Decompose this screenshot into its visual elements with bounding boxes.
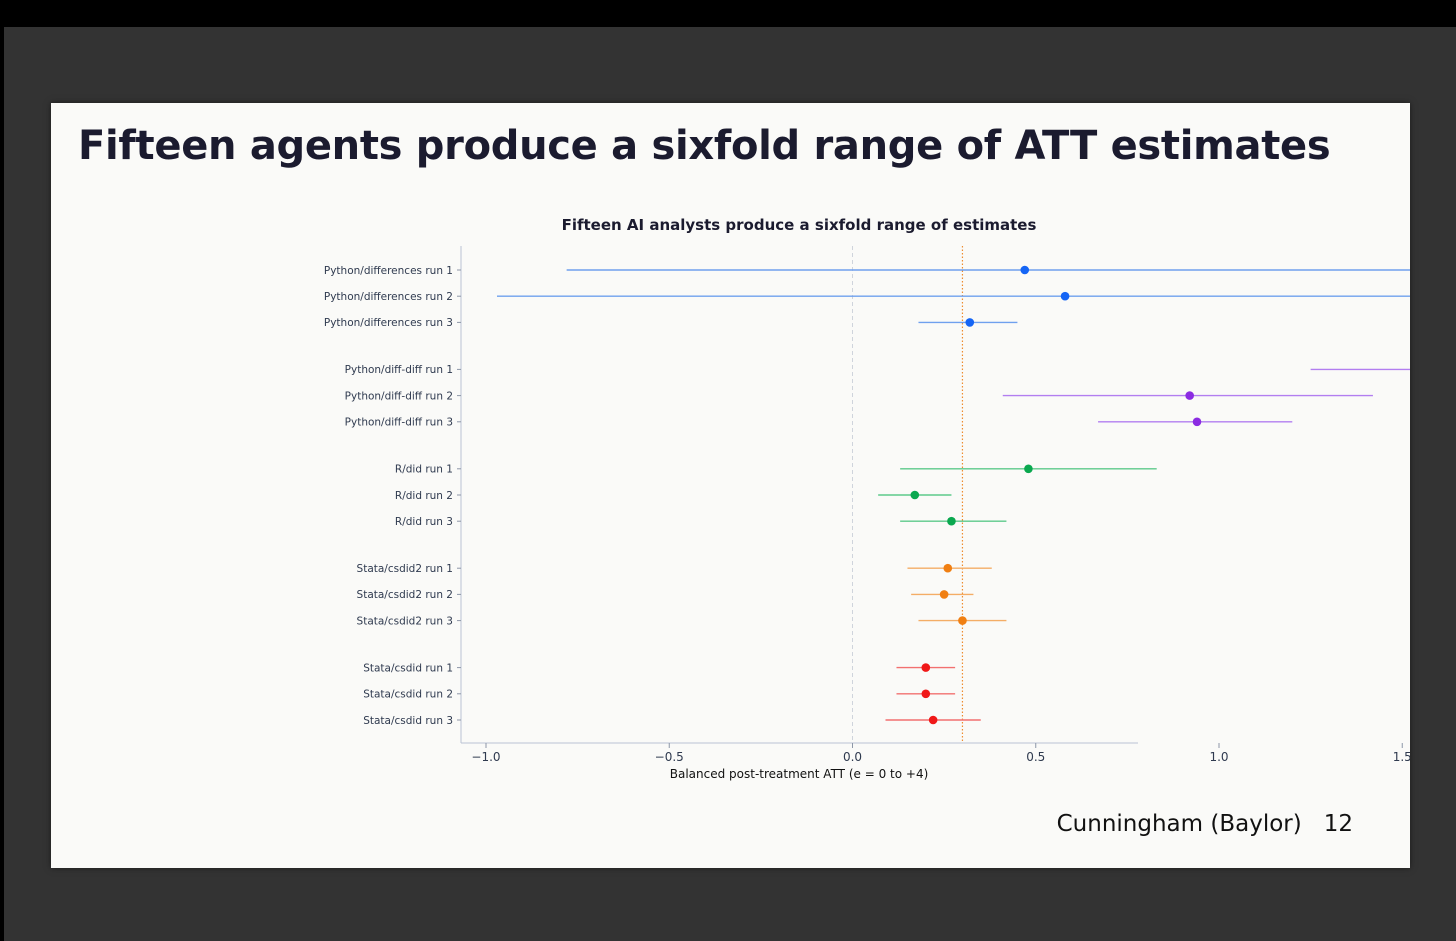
point-estimate xyxy=(921,689,931,699)
footer-author: Cunningham (Baylor) xyxy=(1056,811,1302,837)
window-left-edge xyxy=(0,27,4,941)
x-tick-label: −1.0 xyxy=(471,750,500,764)
point-estimate xyxy=(1060,291,1070,301)
slide-footer: Cunningham (Baylor) 12 xyxy=(1057,811,1353,837)
y-tick-label: Python/differences run 2 xyxy=(324,291,453,303)
point-estimate xyxy=(947,516,956,526)
chart-title: Fifteen AI analysts produce a sixfold ra… xyxy=(562,216,1037,234)
y-tick-label: Stata/csdid run 2 xyxy=(363,689,453,701)
y-tick-label: Stata/csdid run 1 xyxy=(363,662,453,674)
y-tick-label: R/did run 3 xyxy=(395,516,453,528)
y-tick-label: Stata/csdid2 run 1 xyxy=(357,563,453,575)
y-tick-label: Stata/csdid2 run 2 xyxy=(357,589,453,601)
y-tick-label: R/did run 1 xyxy=(395,464,453,476)
x-tick-label: 1.0 xyxy=(1209,750,1228,764)
y-tick-label: Python/diff-diff run 3 xyxy=(345,417,453,429)
y-tick-label: Python/diff-diff run 2 xyxy=(345,390,453,402)
x-tick-label: 0.5 xyxy=(1026,750,1045,764)
point-estimate xyxy=(958,616,967,625)
point-estimate xyxy=(1185,391,1194,400)
point-estimate xyxy=(910,490,920,500)
slide-title: Fifteen agents produce a sixfold range o… xyxy=(78,123,1331,169)
x-tick-label: 0.0 xyxy=(843,750,862,764)
point-estimate xyxy=(1024,464,1033,474)
y-tick-label: Stata/csdid run 3 xyxy=(363,715,453,727)
y-tick-label: Python/differences run 3 xyxy=(324,317,453,329)
point-estimate xyxy=(1192,417,1202,427)
window-top-bar xyxy=(0,0,1456,27)
page-number: 12 xyxy=(1323,811,1353,837)
forest-plot: Fifteen AI analysts produce a sixfold ra… xyxy=(324,216,1410,781)
y-tick-label: Python/diff-diff run 1 xyxy=(345,364,453,376)
point-estimate xyxy=(939,590,949,599)
point-estimate xyxy=(928,715,938,725)
slide: Fifteen agents produce a sixfold range o… xyxy=(51,103,1410,868)
y-tick-label: Stata/csdid2 run 3 xyxy=(357,615,453,627)
y-tick-label: Python/differences run 1 xyxy=(324,265,453,277)
y-tick-label: R/did run 2 xyxy=(395,490,453,502)
point-estimate xyxy=(921,663,931,672)
x-tick-label: 1.5 xyxy=(1393,750,1410,764)
point-estimate xyxy=(1020,265,1030,275)
x-tick-label: −0.5 xyxy=(655,750,684,764)
x-axis-title: Balanced post-treatment ATT (e = 0 to +4… xyxy=(670,767,929,781)
point-estimate xyxy=(965,318,975,327)
point-estimate xyxy=(943,563,953,573)
